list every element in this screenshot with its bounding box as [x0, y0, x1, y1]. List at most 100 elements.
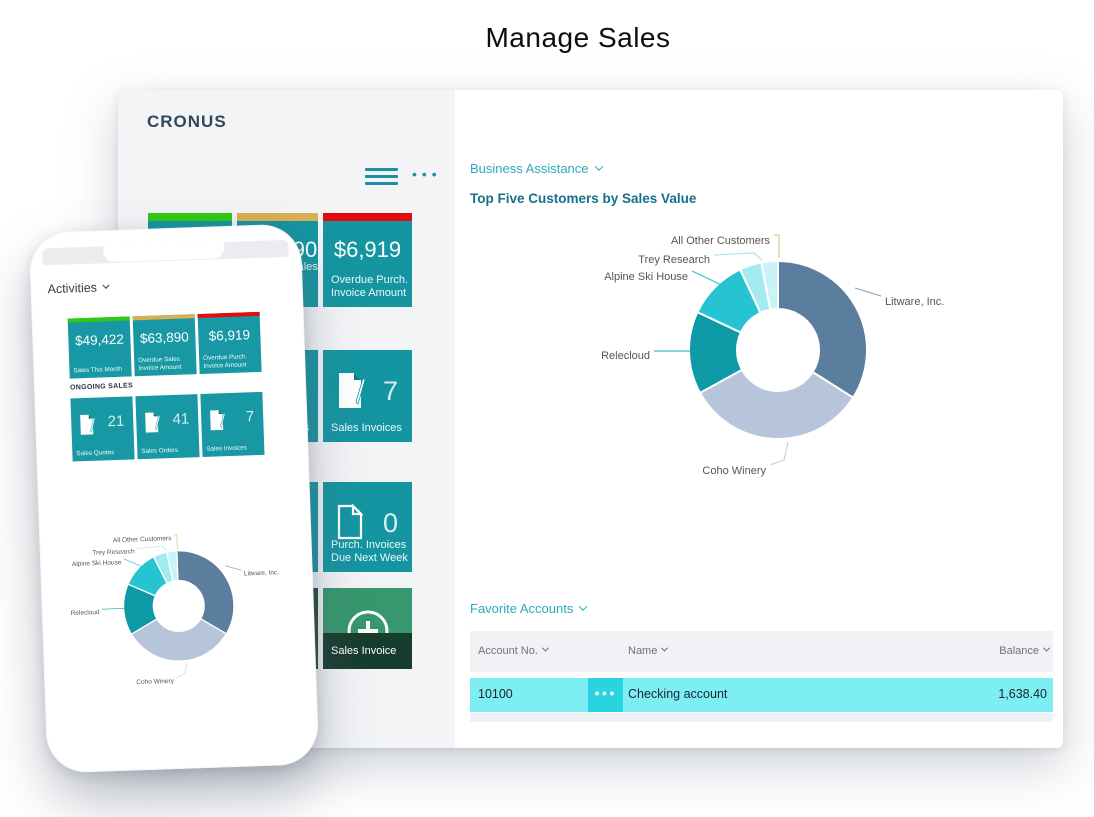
tile-count: 0 — [382, 508, 398, 538]
favorite-accounts-dropdown[interactable]: Favorite Accounts — [470, 601, 588, 616]
chart-callout-line — [173, 534, 178, 549]
tile-status-bar — [237, 213, 318, 221]
tile-count: 7 — [245, 408, 255, 426]
chart-callout-line — [137, 545, 168, 551]
chart-callout-line — [225, 565, 242, 571]
document-icon — [337, 372, 367, 415]
chart-callout-line — [713, 252, 763, 261]
tile-status-bar — [132, 314, 195, 321]
table-footer-strip — [470, 713, 1053, 722]
column-header-name[interactable]: Name — [628, 644, 669, 657]
chart-callout-label: Relecloud — [601, 350, 650, 362]
tile-label: Purch. Invoices Due Next Week — [331, 539, 408, 564]
chart-callout-label: All Other Customers — [671, 235, 771, 247]
phone-mockup: Activities $49,422 Sales This Month $63,… — [28, 223, 320, 774]
tile-status-bar — [197, 311, 260, 319]
table-header-row: Account No. Name Balance — [470, 631, 1053, 672]
cell-balance: 1,638.40 — [998, 687, 1047, 701]
chart-callout-line — [176, 662, 188, 678]
table-row-checking-account[interactable]: 10100 ●●● Checking account 1,638.40 — [470, 678, 1053, 712]
tile-value: $6,919 — [333, 237, 402, 262]
chart-callout-label: Relecloud — [71, 609, 101, 617]
tile-status-bar — [148, 213, 232, 221]
desktop-app-window: CRONUS ••• $49,422 Sales This Month $63,… — [118, 90, 1063, 748]
chart-callout-label: Litware, Inc. — [244, 569, 279, 577]
tile-overdue-purch-invoice-amount[interactable]: $6,919 Overdue Purch. Invoice Amount — [197, 311, 262, 375]
page-title: Manage Sales — [485, 22, 671, 53]
tile-label-strip — [323, 633, 412, 669]
top-five-customers-donut-chart-mini[interactable]: Litware, Inc. Coho Winery Relecloud Alpine … — [50, 492, 308, 721]
tile-status-bar — [323, 213, 412, 221]
tile-label: Overdue Purch. Invoice Amount — [203, 353, 248, 370]
chart-callout-label: Trey Research — [92, 548, 135, 556]
row-ellipsis-menu[interactable]: ●●● — [588, 678, 623, 712]
tile-label: Sales Orders — [141, 446, 179, 456]
tile-count: 7 — [382, 376, 398, 406]
tile-sales-quotes[interactable]: 21 Sales Quotes — [70, 396, 135, 462]
tile-new-sales-invoice[interactable]: Sales Invoice — [323, 588, 412, 669]
tile-purch-invoices-due-next-week[interactable]: 0 Purch. Invoices Due Next Week — [323, 482, 412, 572]
tile-sales-this-month[interactable]: $49,422 Sales This Month — [67, 316, 132, 379]
chevron-down-icon — [661, 644, 669, 652]
chart-callout-label: Trey Research — [638, 254, 710, 266]
tile-status-bar — [67, 316, 130, 323]
column-header-account-no[interactable]: Account No. — [478, 644, 549, 657]
donut-slice-litware-inc[interactable] — [777, 259, 868, 400]
chart-callout-line — [854, 287, 882, 297]
more-options-icon[interactable]: ••• — [412, 166, 442, 182]
ongoing-sales-section-label: ONGOING SALES — [69, 382, 134, 392]
chart-callout-line — [774, 234, 780, 258]
company-name: CRONUS — [147, 112, 227, 131]
tile-label: Sales Quotes — [76, 449, 115, 458]
chart-callout-line — [123, 558, 147, 569]
document-icon — [79, 414, 97, 442]
tile-sales-invoices[interactable]: 7 Sales Invoices — [323, 350, 412, 442]
business-assistance-dropdown[interactable]: Business Assistance — [470, 161, 603, 176]
chevron-down-icon — [102, 281, 110, 289]
tile-value: $6,919 — [208, 327, 251, 344]
chevron-down-icon — [594, 162, 603, 171]
tile-value: $63,890 — [139, 329, 190, 347]
donut-slice-all-other-customers[interactable] — [760, 259, 779, 311]
tile-label: Sales Invoices — [206, 444, 248, 453]
chart-callout-label: All Other Customers — [113, 535, 172, 544]
column-header-balance[interactable]: Balance — [999, 644, 1051, 657]
desktop-right-pane: Business Assistance Top Five Customers b… — [455, 90, 1063, 748]
chart-callout-label: Coho Winery — [702, 465, 766, 477]
tile-count: 41 — [172, 410, 190, 428]
tile-sales-invoices[interactable]: 7 Sales Invoices — [200, 391, 265, 457]
chevron-down-icon — [579, 602, 588, 611]
donut-slice-litware-inc[interactable] — [176, 549, 235, 636]
chart-callout-label: Litware, Inc. — [885, 296, 944, 308]
hamburger-menu-icon[interactable] — [365, 168, 398, 187]
tile-overdue-purch-invoice-amount[interactable]: $6,919 Overdue Purch. Invoice Amount — [323, 213, 412, 307]
cell-name: Checking account — [628, 687, 728, 701]
tile-label: Sales This Month — [73, 365, 123, 374]
chart-callout-line — [691, 270, 729, 289]
chart-callout-label: Coho Winery — [136, 678, 175, 686]
chart-callout-line — [101, 607, 131, 610]
chevron-down-icon — [1042, 644, 1051, 652]
cell-account-no: 10100 — [478, 687, 513, 701]
favorite-accounts-table: Account No. Name Balance 10100 ●●● Check… — [470, 631, 1053, 722]
tile-sales-orders[interactable]: 41 Sales Orders — [135, 394, 200, 460]
chart-callout-label: Alpine Ski House — [72, 559, 122, 568]
top-five-customers-donut-chart[interactable]: Litware, Inc. Coho Winery Relecloud Alpine … — [558, 215, 1018, 495]
tile-value: $49,422 — [74, 331, 125, 349]
activities-dropdown[interactable]: Activities — [47, 280, 110, 296]
chart-title: Top Five Customers by Sales Value — [470, 191, 697, 206]
tile-count: 21 — [107, 412, 125, 431]
donut-slice-all-other-customers[interactable] — [165, 550, 179, 582]
document-icon — [144, 411, 162, 439]
document-outline-icon — [337, 503, 365, 545]
chart-callout-line — [769, 441, 789, 466]
tile-label: Sales Invoices — [331, 422, 402, 434]
chart-callout-label: Alpine Ski House — [604, 271, 688, 283]
tile-label: Overdue Purch. Invoice Amount — [331, 274, 409, 299]
document-icon — [209, 409, 227, 437]
donut-slice-coho-winery[interactable] — [698, 368, 855, 440]
donut-slice-coho-winery[interactable] — [130, 617, 228, 663]
